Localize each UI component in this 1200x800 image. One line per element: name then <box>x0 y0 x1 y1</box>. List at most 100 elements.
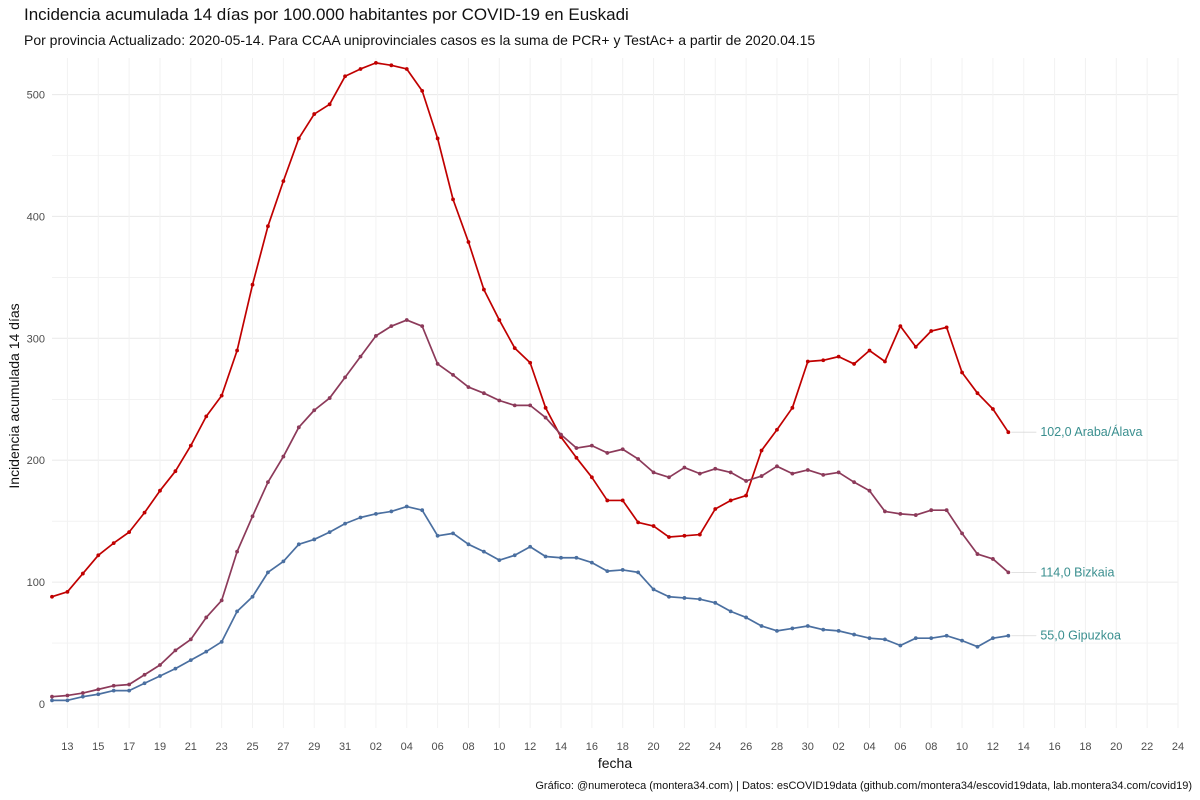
data-point-gipuzkoa <box>250 594 255 599</box>
data-point-araba-alava <box>775 427 779 432</box>
data-point-bizkaia <box>620 447 625 452</box>
data-point-bizkaia <box>451 373 455 377</box>
x-tick-label: 12 <box>987 741 999 753</box>
x-tick-label: 13 <box>61 741 73 753</box>
data-point-gipuzkoa <box>836 628 841 633</box>
data-point-gipuzkoa <box>435 533 440 538</box>
data-point-bizkaia <box>651 470 656 475</box>
data-point-gipuzkoa <box>65 698 70 703</box>
data-point-gipuzkoa <box>913 636 918 641</box>
x-tick-label: 06 <box>894 741 906 753</box>
data-point-araba-alava <box>497 318 502 322</box>
data-point-araba-alava <box>481 287 486 292</box>
data-point-gipuzkoa <box>636 570 641 575</box>
data-point-bizkaia <box>512 403 517 408</box>
data-point-bizkaia <box>219 598 224 603</box>
y-tick-label: 0 <box>39 699 45 711</box>
x-tick-label: 25 <box>246 741 258 753</box>
data-point-gipuzkoa <box>96 692 101 697</box>
data-point-araba-alava <box>913 344 918 349</box>
data-point-gipuzkoa <box>759 624 764 628</box>
data-point-bizkaia <box>682 465 687 470</box>
x-tick-label: 16 <box>586 741 598 753</box>
x-tick-label: 24 <box>1172 741 1184 753</box>
data-point-araba-alava <box>589 475 594 480</box>
data-point-gipuzkoa <box>358 515 363 520</box>
data-point-bizkaia <box>497 398 502 403</box>
data-point-araba-alava <box>805 359 810 364</box>
data-point-bizkaia <box>1006 570 1011 575</box>
x-tick-label: 18 <box>617 741 629 753</box>
x-axis-title: fecha <box>598 755 632 771</box>
data-point-bizkaia <box>898 511 903 516</box>
x-tick-label: 08 <box>925 741 937 753</box>
data-point-gipuzkoa <box>127 688 132 693</box>
data-point-bizkaia <box>158 663 162 667</box>
x-tick-label: 06 <box>431 741 443 753</box>
data-point-gipuzkoa <box>281 559 286 564</box>
x-tick-label: 23 <box>216 741 228 753</box>
data-point-araba-alava <box>50 594 54 599</box>
y-tick-label: 400 <box>27 211 45 223</box>
x-tick-label: 19 <box>154 741 166 753</box>
data-point-bizkaia <box>80 691 85 695</box>
x-tick-label: 24 <box>709 741 721 753</box>
series-label-gipuzkoa: 55,0 Gipuzkoa <box>1040 629 1121 643</box>
data-point-bizkaia <box>250 514 255 519</box>
data-point-gipuzkoa <box>805 624 810 628</box>
data-point-gipuzkoa <box>188 658 193 663</box>
chart-title: Incidencia acumulada 14 días por 100.000… <box>24 5 629 24</box>
data-point-bizkaia <box>636 457 641 461</box>
data-point-bizkaia <box>281 454 286 459</box>
data-point-bizkaia <box>867 488 872 493</box>
data-point-bizkaia <box>744 479 749 483</box>
data-point-bizkaia <box>327 396 332 400</box>
data-point-araba-alava <box>111 541 116 546</box>
x-tick-label: 04 <box>401 741 413 753</box>
data-point-gipuzkoa <box>821 627 826 632</box>
data-point-gipuzkoa <box>790 626 795 631</box>
data-point-gipuzkoa <box>158 674 162 678</box>
data-point-gipuzkoa <box>512 553 517 558</box>
data-point-araba-alava <box>991 407 995 411</box>
x-tick-label: 04 <box>863 741 875 753</box>
data-point-bizkaia <box>960 531 964 536</box>
data-point-araba-alava <box>605 498 610 503</box>
x-tick-label: 18 <box>1079 741 1091 753</box>
x-tick-label: 16 <box>1048 741 1060 753</box>
data-point-bizkaia <box>543 415 548 420</box>
data-point-bizkaia <box>528 403 533 408</box>
data-point-gipuzkoa <box>620 568 625 572</box>
x-tick-label: 31 <box>339 741 351 753</box>
data-point-bizkaia <box>481 391 486 396</box>
x-tick-label: 20 <box>647 741 659 753</box>
data-point-gipuzkoa <box>111 688 116 693</box>
chart-subtitle: Por provincia Actualizado: 2020-05-14. P… <box>24 32 815 48</box>
x-tick-label: 29 <box>308 741 320 753</box>
data-point-araba-alava <box>374 60 378 65</box>
data-point-araba-alava <box>235 348 239 353</box>
data-point-araba-alava <box>127 530 132 535</box>
data-point-gipuzkoa <box>142 681 147 686</box>
data-point-bizkaia <box>944 508 949 513</box>
data-point-gipuzkoa <box>312 537 317 542</box>
y-tick-label: 100 <box>27 577 45 589</box>
x-tick-label: 14 <box>555 741 567 753</box>
data-point-araba-alava <box>929 329 934 333</box>
data-point-gipuzkoa <box>80 694 85 699</box>
data-point-araba-alava <box>296 136 301 141</box>
data-point-gipuzkoa <box>991 636 995 641</box>
data-point-araba-alava <box>96 553 101 558</box>
data-point-araba-alava <box>435 136 440 141</box>
data-point-bizkaia <box>235 549 239 554</box>
x-tick-label: 26 <box>740 741 752 753</box>
data-point-bizkaia <box>111 683 116 688</box>
data-point-araba-alava <box>697 532 702 537</box>
x-tick-label: 12 <box>524 741 536 753</box>
data-point-araba-alava <box>142 510 147 515</box>
data-point-araba-alava <box>158 488 162 493</box>
data-point-gipuzkoa <box>481 549 486 554</box>
data-point-bizkaia <box>65 693 70 698</box>
data-point-gipuzkoa <box>266 570 270 575</box>
data-point-gipuzkoa <box>605 569 610 574</box>
